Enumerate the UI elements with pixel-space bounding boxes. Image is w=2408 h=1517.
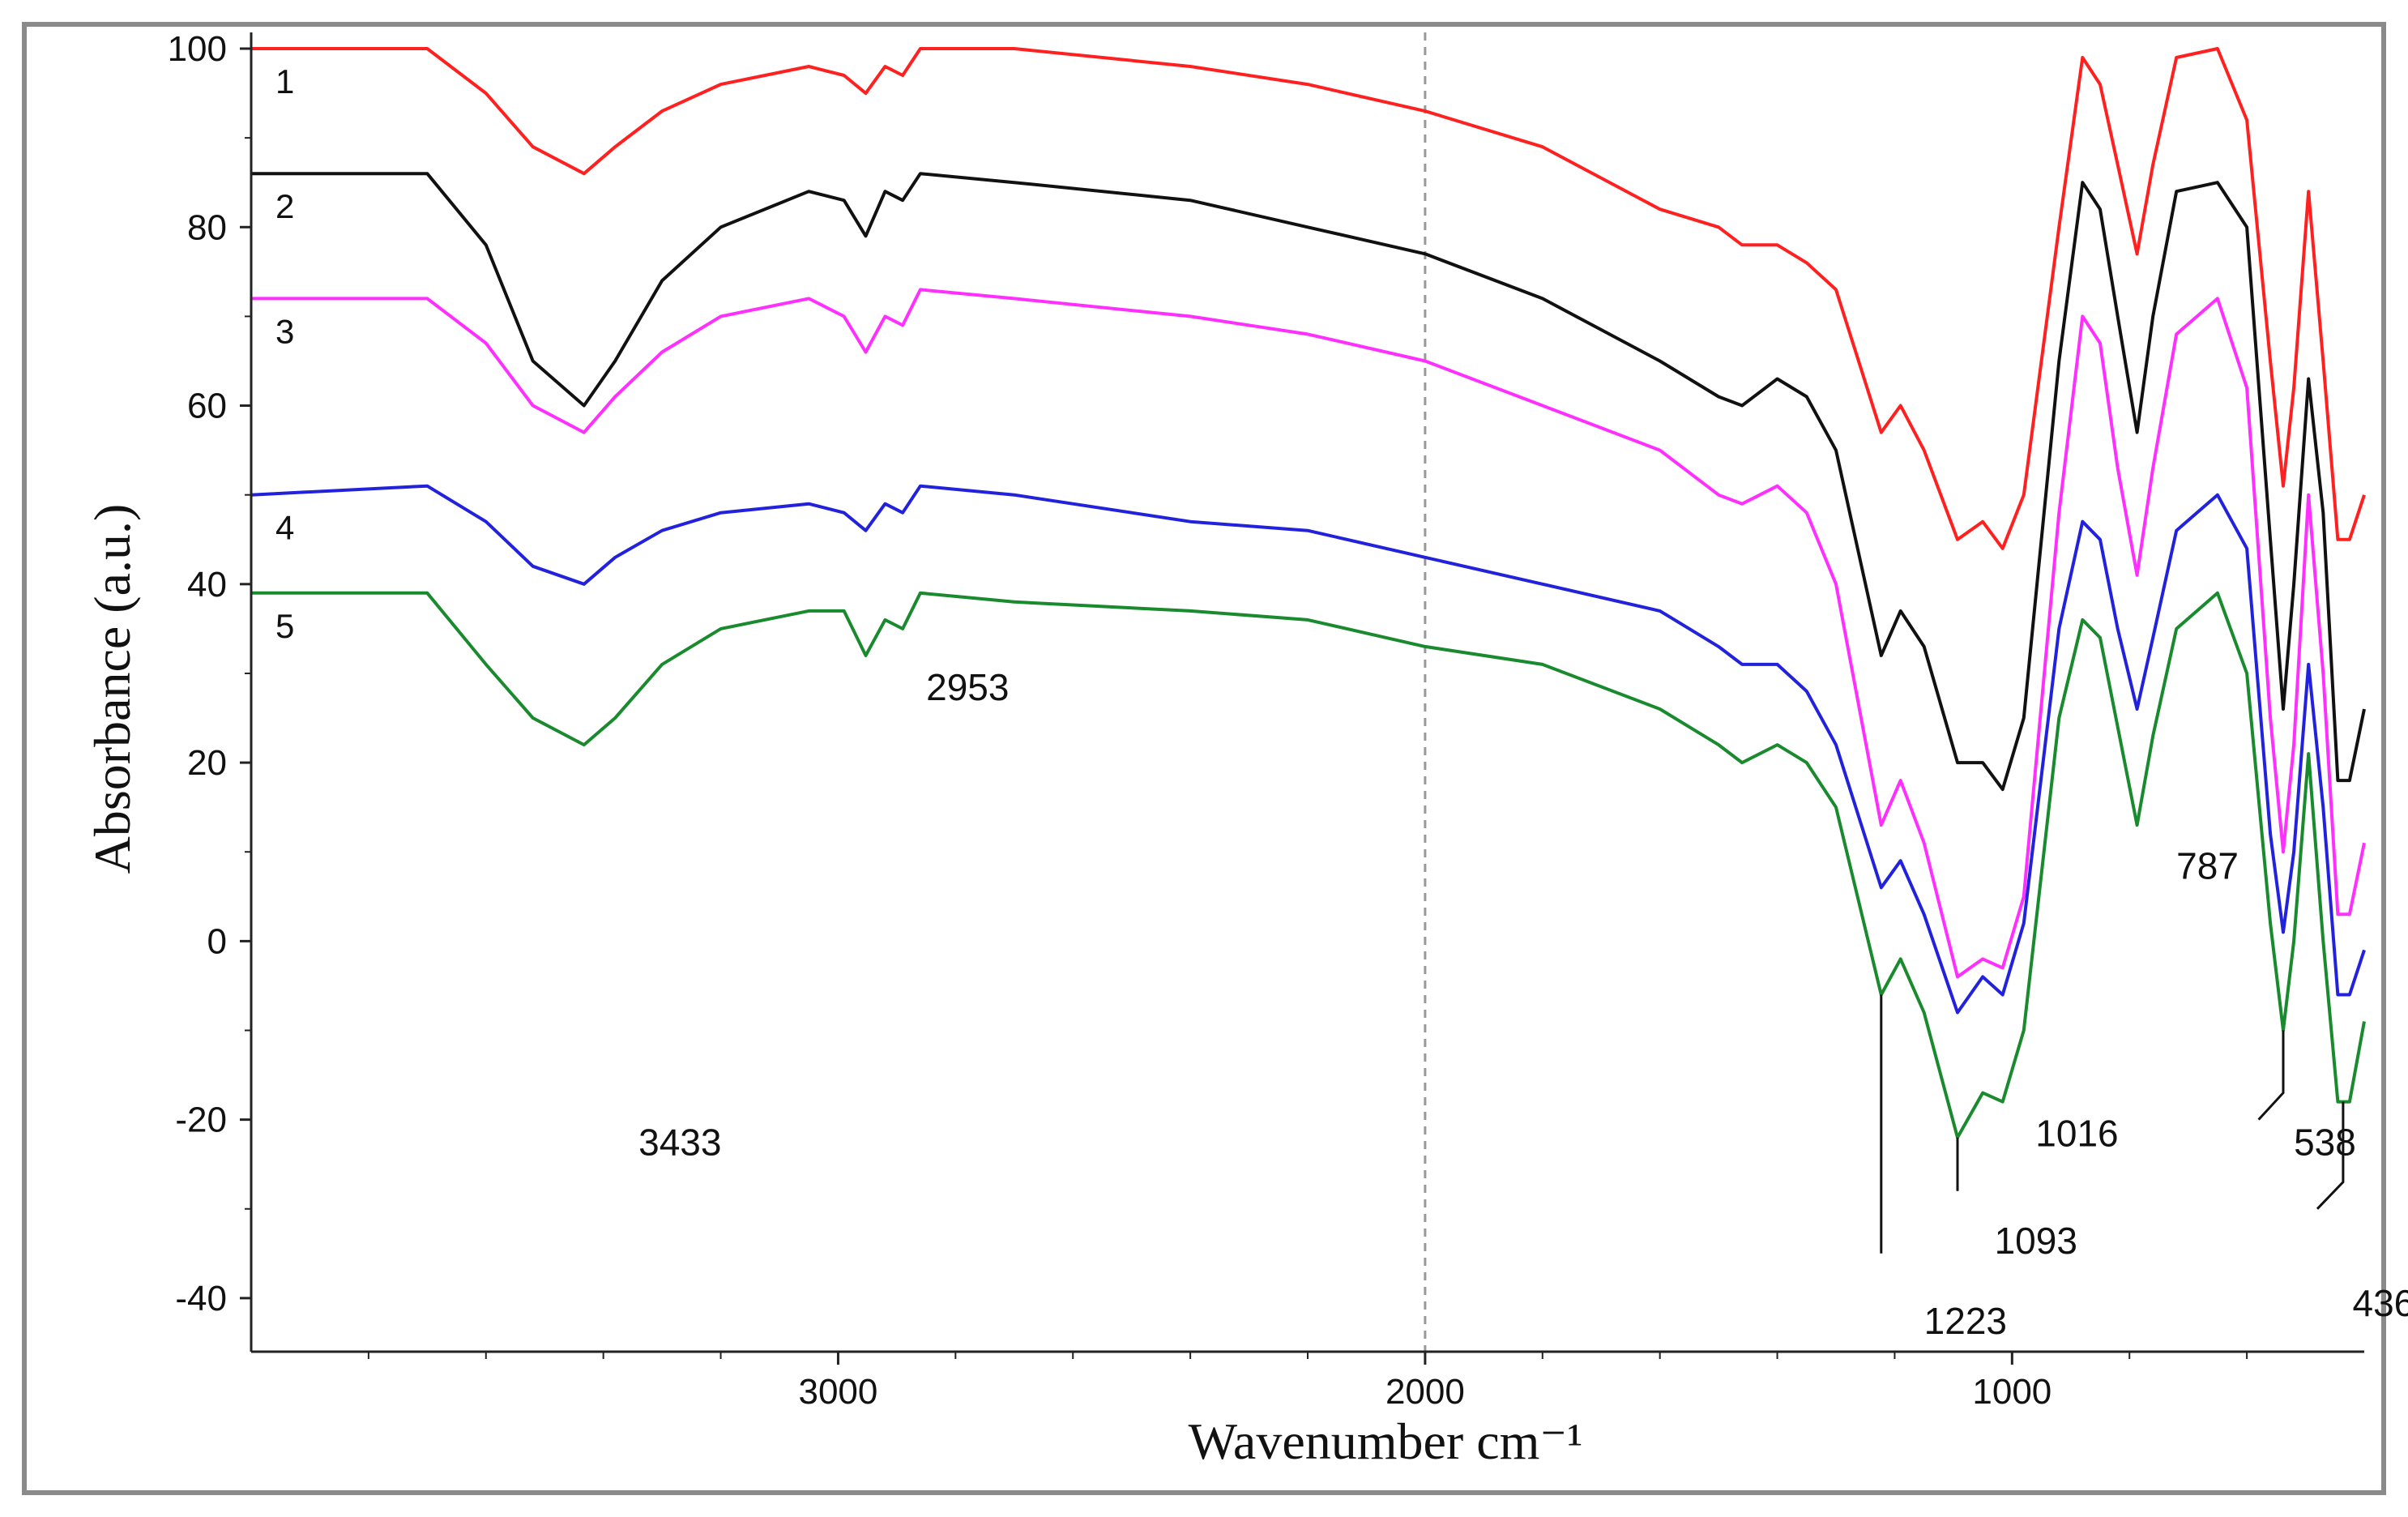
y-tick-label: 0 — [207, 921, 227, 961]
peak-label-1223: 1223 — [1924, 1300, 2007, 1342]
outer-border — [22, 22, 2386, 1495]
x-tick-label: 1000 — [1972, 1372, 2051, 1412]
series-label-1: 1 — [275, 62, 294, 100]
series-line-3 — [251, 288, 2366, 979]
y-tick-label: 20 — [187, 743, 227, 783]
x-tick-label: 3000 — [798, 1372, 877, 1412]
peak-label-538: 538 — [2294, 1122, 2356, 1164]
axes-layer: 100 80 60 40 20 0 -20 -40 3000 2000 1000 — [168, 29, 2364, 1412]
y-tick-label: 60 — [187, 387, 227, 426]
peak-leader-538 — [2257, 1030, 2285, 1121]
series-line-2 — [251, 172, 2366, 792]
series-line-5 — [251, 591, 2366, 1139]
peak-label-2953: 2953 — [926, 666, 1009, 708]
series-line-1 — [251, 47, 2366, 550]
peak-label-787: 787 — [2176, 844, 2239, 887]
series-layer: 1 2 3 4 5 — [250, 47, 2366, 1139]
peak-label-1016: 1016 — [2035, 1113, 2118, 1155]
series-label-3: 3 — [275, 312, 294, 350]
series-label-5: 5 — [275, 607, 294, 645]
x-axis-title: Wavenumber cm⁻¹ — [1189, 1412, 1583, 1470]
series-label-2: 2 — [275, 187, 294, 225]
series-label-4: 4 — [275, 509, 294, 547]
peak-label-1093: 1093 — [1995, 1220, 2077, 1262]
y-tick-label: -20 — [175, 1100, 227, 1140]
y-tick-label: 40 — [187, 565, 227, 605]
y-tick-label: -40 — [175, 1279, 227, 1318]
y-tick-label: 100 — [168, 29, 227, 69]
y-axis-title: Absorbance (a.u.) — [83, 504, 141, 874]
x-tick-label: 2000 — [1385, 1372, 1465, 1412]
peak-label-436: 436 — [2353, 1282, 2408, 1324]
y-tick-label: 80 — [187, 207, 227, 247]
series-line-4 — [250, 484, 2366, 1015]
annotation-layer: 3433 2953 1223 1093 1016 787 538 436 — [638, 666, 2408, 1342]
peak-leader-436 — [2316, 1101, 2345, 1210]
peak-label-3433: 3433 — [638, 1122, 721, 1164]
